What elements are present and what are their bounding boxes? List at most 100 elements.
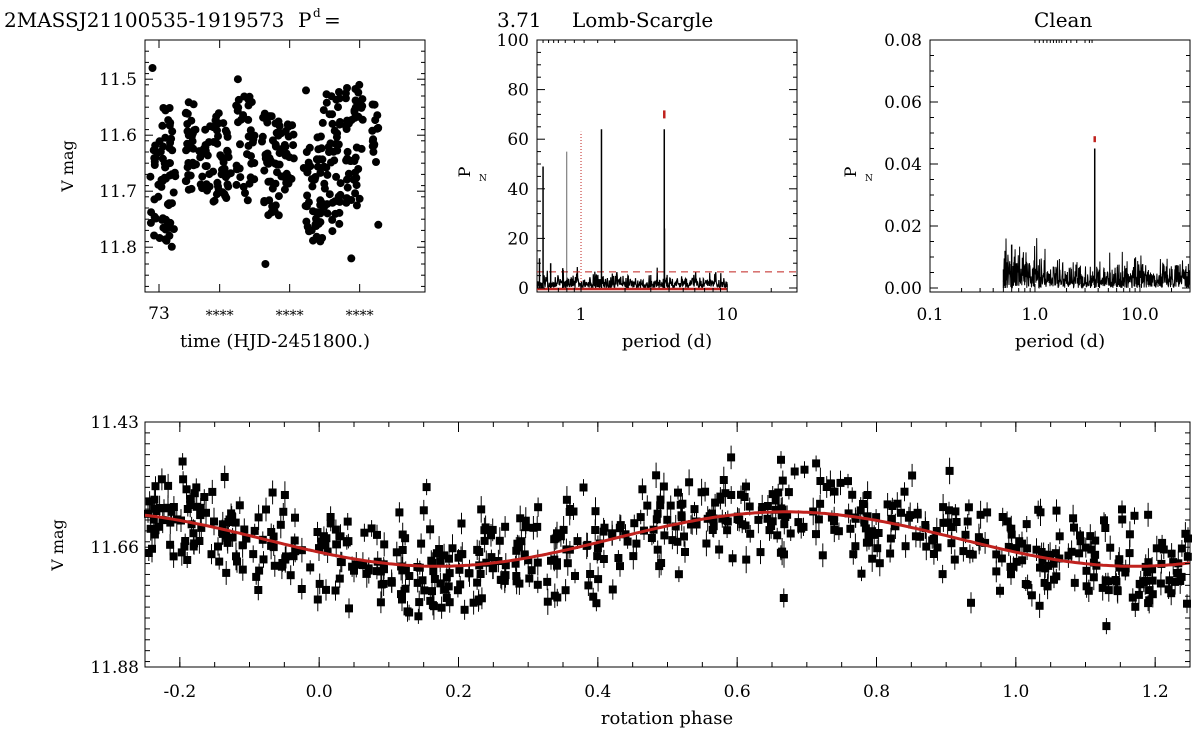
phased-point — [929, 550, 938, 558]
phased-point — [727, 491, 736, 499]
lightcurve-point — [343, 147, 352, 156]
phased-point — [500, 573, 509, 582]
phased-point — [281, 555, 290, 564]
lightcurve-point — [328, 119, 337, 128]
phased-point — [1130, 511, 1139, 520]
lightcurve-point — [355, 194, 364, 203]
lightcurve-point — [343, 84, 351, 92]
phased-point — [240, 525, 249, 534]
phased-point — [844, 509, 853, 518]
phased-point — [405, 608, 414, 617]
lightcurve-point — [303, 191, 312, 200]
phased-point — [150, 530, 159, 539]
phased-point — [727, 453, 736, 462]
phased-point — [771, 505, 780, 514]
phased-point — [233, 557, 241, 566]
ls-ytick-label: 100 — [497, 31, 529, 51]
lightcurve-point — [232, 101, 241, 110]
lightcurve-point — [260, 197, 269, 205]
phased-point — [426, 525, 435, 534]
phased-point — [1021, 580, 1030, 588]
phased-point — [638, 485, 647, 494]
lightcurve-point — [247, 98, 256, 107]
phased-point — [630, 519, 639, 528]
phased-point — [599, 555, 608, 563]
phased-point — [596, 539, 604, 548]
phased-point — [778, 476, 787, 485]
phased-point — [1091, 536, 1100, 545]
phased-point — [487, 553, 496, 562]
phased-point — [189, 529, 198, 538]
phased-point — [473, 578, 482, 587]
lightcurve-point — [284, 121, 293, 130]
phased-point — [279, 507, 288, 516]
phased-point — [1104, 577, 1112, 586]
phased-point — [745, 502, 754, 511]
phased-point — [553, 529, 561, 538]
lightcurve-point — [244, 132, 253, 141]
lightcurve-point — [243, 150, 251, 159]
lightcurve-ytick-label: 11.5 — [99, 70, 137, 90]
phased-point — [473, 545, 482, 554]
phased-point — [1158, 538, 1167, 547]
lightcurve-xtick-label: **** — [346, 308, 374, 324]
phased-point — [291, 547, 300, 556]
phased-point — [1156, 579, 1165, 588]
lightcurve-point — [221, 173, 230, 182]
phased-point — [464, 569, 473, 578]
ls-ytick-label: 80 — [507, 81, 529, 101]
ls-noise — [536, 266, 728, 290]
phased-point — [653, 545, 662, 554]
phased-point — [398, 530, 407, 539]
lightcurve-point — [222, 129, 231, 137]
phased-point — [561, 586, 570, 595]
phased-point — [207, 550, 216, 559]
phased-point — [521, 523, 530, 532]
lightcurve-point — [159, 104, 168, 112]
phased-point — [1049, 559, 1058, 568]
phased-point — [600, 523, 609, 532]
clean-panel: 0.00 0.02 0.04 0.06 0.08 0.1 1.0 10.0 P N perio… — [841, 31, 1191, 352]
phased-point — [326, 519, 335, 528]
phased-point — [893, 499, 902, 508]
phased-point — [1167, 549, 1176, 558]
phased-point — [179, 475, 188, 484]
phased-point — [415, 598, 424, 607]
lightcurve-ytick-label: 11.8 — [99, 238, 137, 258]
lightcurve-point — [191, 125, 200, 134]
phased-point — [1176, 577, 1185, 585]
clean-xtick-label: 10.0 — [1121, 305, 1159, 325]
phased-point — [1012, 544, 1021, 553]
lightcurve-point — [158, 121, 167, 130]
phased-point — [166, 518, 175, 527]
phased-point — [276, 520, 285, 529]
phased-point — [921, 521, 930, 529]
phased-point — [350, 566, 358, 575]
phased-point — [164, 481, 173, 490]
phased-point — [868, 527, 877, 536]
phased-point — [629, 552, 638, 561]
lightcurve-point — [261, 150, 270, 159]
phased-point — [913, 508, 922, 517]
phased-point — [182, 485, 191, 494]
phased-point — [432, 549, 441, 558]
phased-point — [373, 530, 381, 539]
phased-point — [963, 517, 972, 526]
lightcurve-point — [331, 197, 340, 206]
phased-point — [533, 580, 542, 589]
lightcurve-point — [165, 104, 174, 112]
lightcurve-point — [270, 207, 279, 216]
lightcurve-point — [354, 165, 363, 173]
phased-point — [197, 523, 206, 532]
lightcurve-point — [246, 173, 255, 182]
lightcurve-point — [202, 180, 211, 189]
phased-point — [227, 509, 236, 518]
lightcurve-point — [336, 179, 345, 188]
phased-point — [863, 491, 872, 499]
ls-ytick-label: 60 — [507, 130, 529, 150]
phased-point — [1069, 514, 1078, 523]
lightcurve-point — [189, 144, 198, 153]
phased-point — [768, 517, 777, 526]
lightcurve-point — [234, 118, 242, 127]
phased-point — [362, 569, 371, 578]
